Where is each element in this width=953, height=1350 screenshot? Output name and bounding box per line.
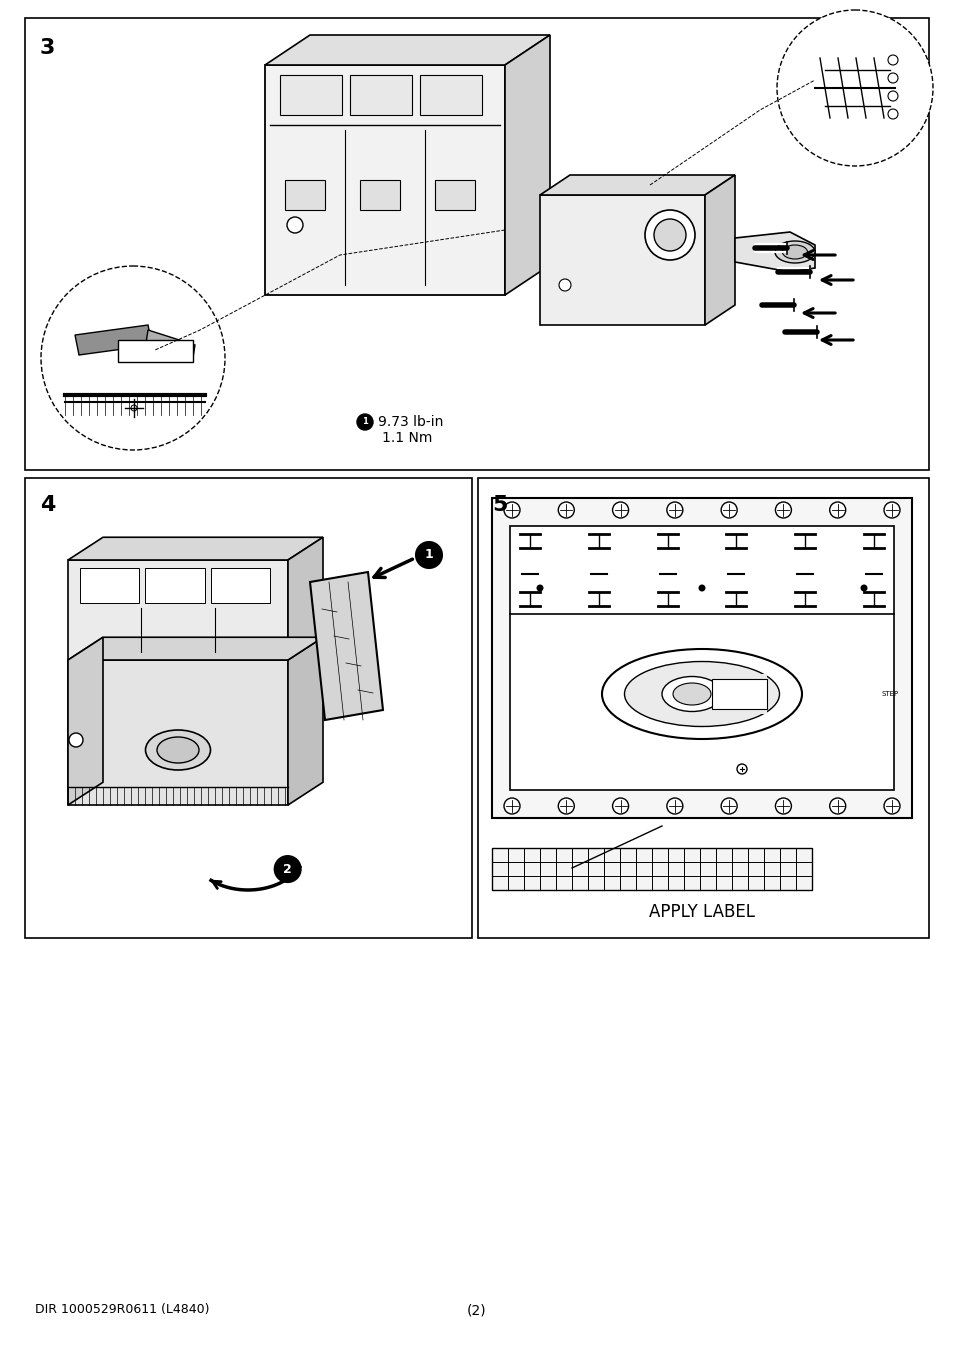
Text: 1.1 Nm: 1.1 Nm: [381, 431, 432, 446]
Bar: [711, 679, 766, 709]
Ellipse shape: [661, 676, 721, 711]
Text: 1: 1: [424, 548, 433, 562]
Circle shape: [274, 856, 300, 882]
Bar: [25, 18, 928, 470]
Circle shape: [558, 279, 571, 292]
Circle shape: [503, 502, 519, 518]
Bar: [435, 180, 475, 211]
Circle shape: [503, 798, 519, 814]
Circle shape: [131, 405, 137, 410]
Text: 1: 1: [362, 417, 368, 427]
Circle shape: [776, 9, 932, 166]
Polygon shape: [539, 176, 734, 194]
Text: DIR 1000529R0611 (L4840): DIR 1000529R0611 (L4840): [35, 1304, 210, 1316]
Text: 5: 5: [492, 495, 507, 514]
Circle shape: [41, 266, 225, 450]
Ellipse shape: [781, 244, 806, 259]
Bar: [711, 674, 766, 714]
Bar: [68, 660, 288, 805]
Bar: [265, 65, 504, 296]
Circle shape: [829, 798, 844, 814]
Bar: [477, 478, 928, 938]
Bar: [285, 180, 325, 211]
Ellipse shape: [774, 242, 814, 263]
Bar: [359, 180, 399, 211]
Circle shape: [654, 219, 685, 251]
Circle shape: [887, 73, 897, 82]
Polygon shape: [504, 35, 550, 296]
Circle shape: [536, 585, 543, 591]
Circle shape: [287, 217, 303, 234]
Polygon shape: [146, 329, 194, 358]
Circle shape: [666, 502, 682, 518]
Polygon shape: [704, 176, 734, 325]
Circle shape: [666, 798, 682, 814]
Circle shape: [887, 109, 897, 119]
Circle shape: [644, 211, 695, 261]
Circle shape: [737, 764, 746, 774]
Circle shape: [883, 502, 899, 518]
Circle shape: [558, 798, 574, 814]
Bar: [510, 526, 893, 790]
Circle shape: [558, 502, 574, 518]
Polygon shape: [68, 537, 323, 560]
Circle shape: [860, 585, 866, 591]
Polygon shape: [288, 637, 323, 805]
Circle shape: [883, 798, 899, 814]
Circle shape: [612, 502, 628, 518]
Circle shape: [887, 90, 897, 101]
Bar: [539, 194, 704, 325]
Circle shape: [887, 55, 897, 65]
Circle shape: [720, 502, 737, 518]
Polygon shape: [75, 325, 152, 355]
Polygon shape: [68, 637, 323, 660]
Polygon shape: [288, 537, 323, 660]
Polygon shape: [310, 572, 382, 720]
Polygon shape: [734, 232, 814, 271]
Text: 2: 2: [283, 863, 292, 876]
Bar: [25, 478, 472, 938]
Polygon shape: [265, 35, 550, 65]
Text: 9.73 lb-in: 9.73 lb-in: [377, 414, 443, 429]
Bar: [145, 568, 205, 603]
Bar: [280, 76, 341, 115]
Text: APPLY LABEL: APPLY LABEL: [648, 903, 754, 921]
Ellipse shape: [146, 730, 211, 769]
Circle shape: [775, 798, 791, 814]
Ellipse shape: [601, 649, 801, 738]
Polygon shape: [68, 637, 103, 805]
Bar: [118, 340, 193, 362]
Bar: [492, 848, 811, 890]
Text: (2): (2): [467, 1303, 486, 1318]
Ellipse shape: [672, 683, 710, 705]
Circle shape: [612, 798, 628, 814]
Bar: [211, 568, 270, 603]
Text: 3: 3: [40, 38, 55, 58]
Circle shape: [69, 733, 83, 747]
Circle shape: [416, 541, 441, 568]
Bar: [68, 560, 288, 660]
Bar: [492, 498, 911, 818]
Circle shape: [720, 798, 737, 814]
Circle shape: [698, 585, 705, 591]
Ellipse shape: [624, 662, 779, 726]
Bar: [350, 76, 412, 115]
Ellipse shape: [157, 737, 199, 763]
Circle shape: [356, 414, 373, 431]
Circle shape: [829, 502, 844, 518]
Bar: [419, 76, 481, 115]
Text: STEP: STEP: [881, 691, 898, 697]
Text: 4: 4: [40, 495, 55, 514]
Circle shape: [775, 502, 791, 518]
Bar: [80, 568, 139, 603]
